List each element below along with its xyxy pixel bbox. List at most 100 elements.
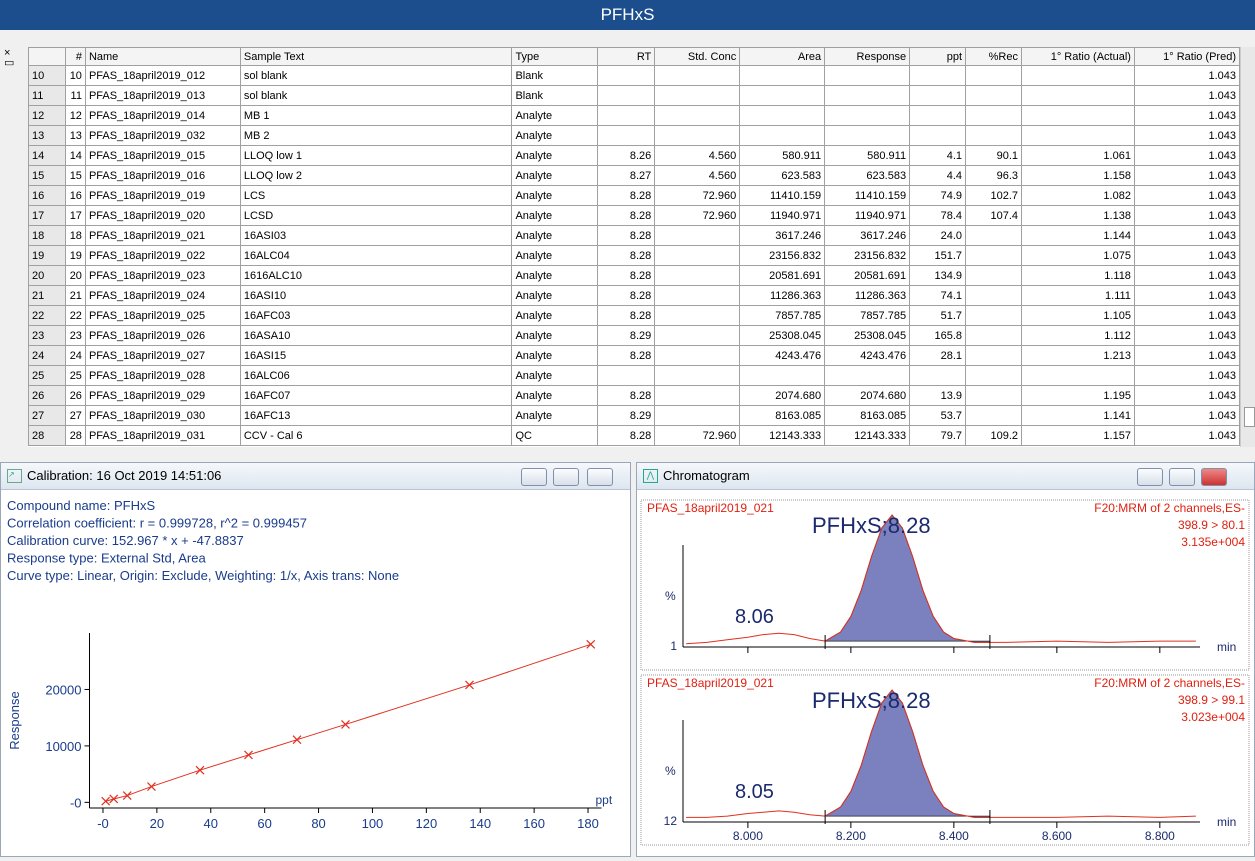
table: # Name Sample Text Type RT Std. Conc Area Respo… bbox=[28, 47, 1241, 446]
cell bbox=[909, 365, 967, 386]
cell: PFAS_18april2019_012 bbox=[84, 65, 241, 86]
peak-label: PFHxS;8.28 bbox=[812, 513, 931, 538]
cell: CCV - Cal 6 bbox=[239, 425, 513, 446]
maximize[interactable] bbox=[553, 468, 579, 486]
header-cell: RT bbox=[597, 47, 656, 66]
minor-peak-label: 8.05 bbox=[735, 781, 774, 803]
cell bbox=[909, 125, 967, 146]
cell: Analyte bbox=[511, 105, 599, 126]
cell: 1.075 bbox=[1021, 245, 1135, 266]
cell: 1.043 bbox=[1133, 305, 1241, 326]
cell: Analyte bbox=[511, 325, 599, 346]
y-label: % bbox=[665, 764, 676, 778]
cell: 3617.246 bbox=[739, 225, 826, 246]
window-title: ⋀ Chromatogram bbox=[637, 463, 1254, 490]
table-row: 22 22 PFAS_18april2019_025 16AFC03 Analyte 8.… bbox=[28, 305, 1241, 326]
table-row: 17 17 PFAS_18april2019_020 LCSD Analyte 8.28 7… bbox=[28, 205, 1241, 226]
minimize[interactable] bbox=[521, 468, 547, 486]
cell: 12 bbox=[64, 105, 86, 126]
cell: PFAS_18april2019_031 bbox=[84, 425, 241, 446]
cell bbox=[739, 105, 826, 126]
cell: 14 bbox=[64, 145, 86, 166]
cell bbox=[1021, 105, 1135, 126]
channel: F20:MRM of 2 channels,ES- bbox=[1094, 676, 1245, 690]
cell: 1.043 bbox=[1133, 85, 1241, 106]
x-tick-label: 8.800 bbox=[1145, 829, 1175, 843]
x-tick-label: 40 bbox=[204, 816, 218, 831]
cell: PFAS_18april2019_023 bbox=[84, 265, 241, 286]
row-number: 25 bbox=[28, 365, 66, 386]
cell bbox=[965, 65, 1022, 86]
x-tick-label: 8.000 bbox=[733, 829, 763, 843]
table-row: 28 28 PFAS_18april2019_031 CCV - Cal 6 QC 8.2… bbox=[28, 425, 1241, 446]
cell: 11410.159 bbox=[824, 185, 911, 206]
x-tick-label: 8.600 bbox=[1042, 829, 1072, 843]
x-tick-label: -0 bbox=[97, 816, 109, 831]
cell: PFAS_18april2019_032 bbox=[84, 125, 241, 146]
close[interactable] bbox=[587, 468, 613, 486]
cell: 53.7 bbox=[909, 405, 967, 426]
row-number: 16 bbox=[28, 185, 66, 206]
cell bbox=[909, 85, 967, 106]
cell bbox=[597, 105, 656, 126]
side-icons[interactable]: × ▭ bbox=[4, 47, 15, 69]
cell: PFAS_18april2019_027 bbox=[84, 345, 241, 366]
cell: QC bbox=[511, 425, 599, 446]
cell: Analyte bbox=[511, 345, 599, 366]
x-tick-label: 60 bbox=[257, 816, 271, 831]
table-row: 18 18 PFAS_18april2019_021 16ASI03 Analyte 8.… bbox=[28, 225, 1241, 246]
cell: 8163.085 bbox=[739, 405, 826, 426]
cell: 4243.476 bbox=[824, 345, 911, 366]
cell: LCSD bbox=[239, 205, 513, 226]
cell bbox=[965, 305, 1022, 326]
cell bbox=[654, 305, 741, 326]
cell: 16ASA10 bbox=[239, 325, 513, 346]
header-cell: ppt bbox=[909, 47, 967, 66]
cell bbox=[965, 105, 1022, 126]
scrollbar[interactable] bbox=[1240, 47, 1255, 447]
cell: 4.1 bbox=[909, 145, 967, 166]
cell: 20581.691 bbox=[824, 265, 911, 286]
cell: 7857.785 bbox=[739, 305, 826, 326]
maximize[interactable] bbox=[1169, 468, 1195, 486]
cell: 3617.246 bbox=[824, 225, 911, 246]
cell: 1.043 bbox=[1133, 185, 1241, 206]
table-row: 10 10 PFAS_18april2019_012 sol blank Blank 1.… bbox=[28, 65, 1241, 86]
x-tick-label: 8.200 bbox=[836, 829, 866, 843]
header-cell: # bbox=[64, 47, 86, 66]
table-row: 13 13 PFAS_18april2019_032 MB 2 Analyte 1.043 bbox=[28, 125, 1241, 146]
cell: PFAS_18april2019_013 bbox=[84, 85, 241, 106]
y-tick-label: 1 bbox=[670, 639, 677, 653]
intensity: 3.135e+004 bbox=[1181, 535, 1245, 549]
cell: 25308.045 bbox=[824, 325, 911, 346]
cell bbox=[597, 365, 656, 386]
cell: 8.28 bbox=[597, 385, 656, 406]
calibration-line bbox=[105, 643, 591, 802]
x-tick-label: 8.400 bbox=[939, 829, 969, 843]
row-number: 26 bbox=[28, 385, 66, 406]
cell: 72.960 bbox=[654, 425, 741, 446]
row-number: 20 bbox=[28, 265, 66, 286]
cell bbox=[824, 85, 911, 106]
row-number: 18 bbox=[28, 225, 66, 246]
row-number: 14 bbox=[28, 145, 66, 166]
cell: Analyte bbox=[511, 305, 599, 326]
cell: 1.043 bbox=[1133, 405, 1241, 426]
transition: 398.9 > 80.1 bbox=[1178, 518, 1245, 532]
cell bbox=[597, 85, 656, 106]
cell: 7857.785 bbox=[824, 305, 911, 326]
cell: PFAS_18april2019_021 bbox=[84, 225, 241, 246]
cell bbox=[965, 265, 1022, 286]
cell: 580.911 bbox=[824, 145, 911, 166]
minimize[interactable] bbox=[1137, 468, 1163, 486]
calibration-point bbox=[341, 720, 350, 729]
info-line: Curve type: Linear, Origin: Exclude, Wei… bbox=[7, 568, 399, 583]
info-line: Response type: External Std, Area bbox=[7, 551, 206, 566]
row-number: 22 bbox=[28, 305, 66, 326]
info-line: Calibration curve: 152.967 * x + -47.883… bbox=[7, 533, 244, 548]
x-tick-label: 180 bbox=[577, 816, 599, 831]
cell: 1.157 bbox=[1021, 425, 1135, 446]
calibration-point bbox=[101, 796, 111, 806]
cell: 1.043 bbox=[1133, 125, 1241, 146]
close[interactable] bbox=[1201, 468, 1227, 486]
